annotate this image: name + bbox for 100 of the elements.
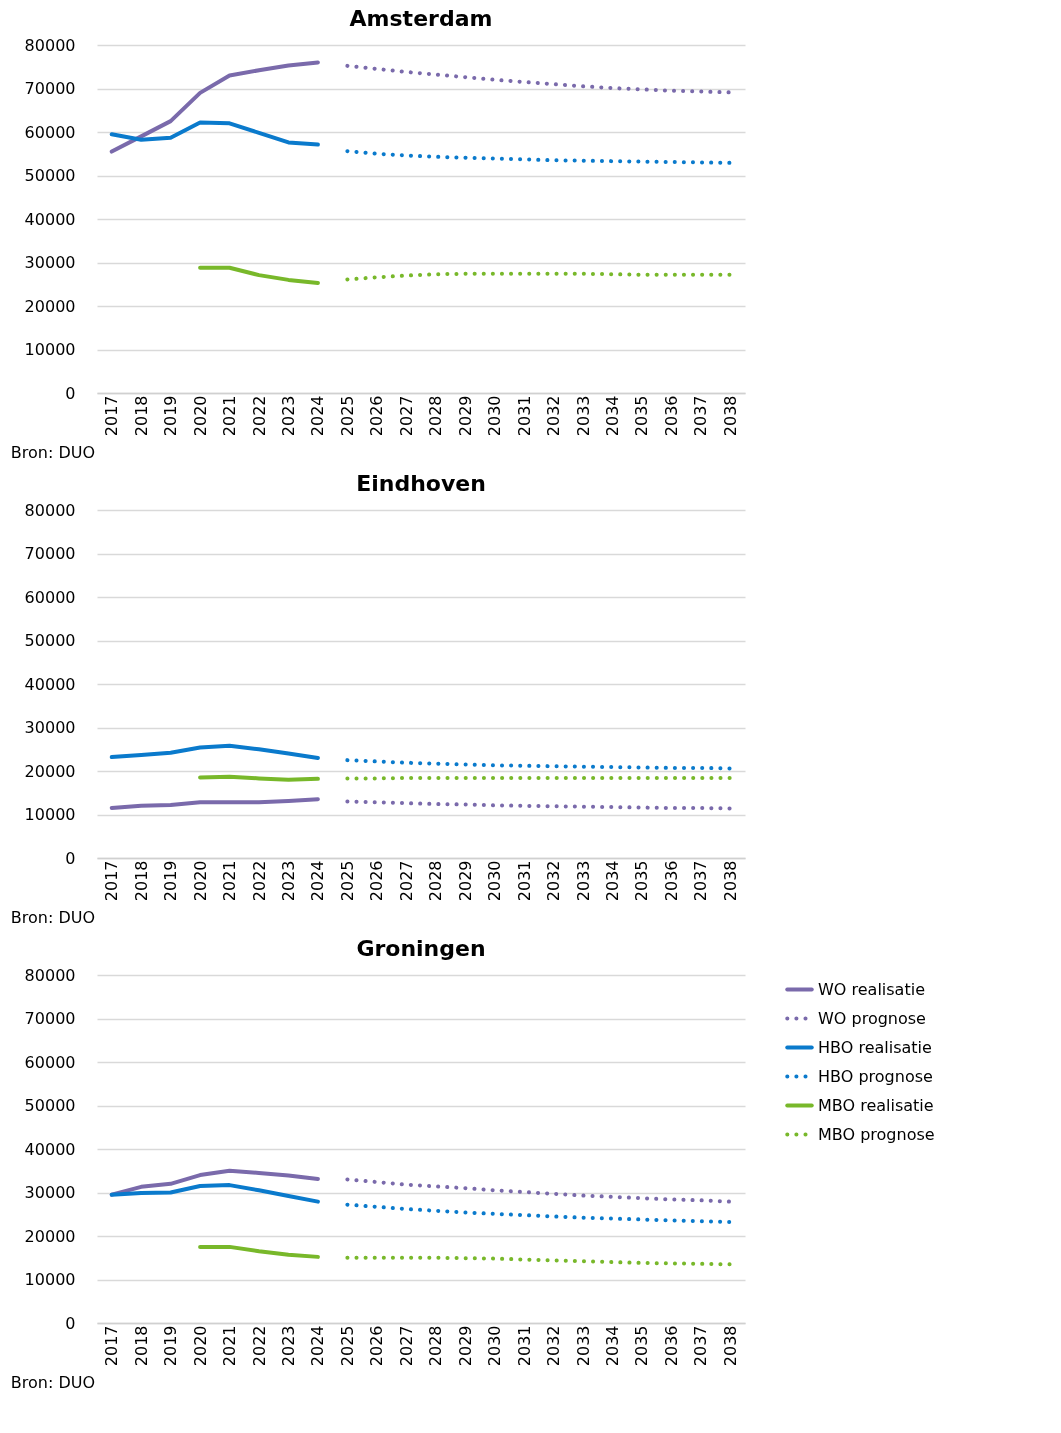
chart-title: Groningen xyxy=(356,936,486,961)
x-tick-label: 2032 xyxy=(544,395,564,437)
y-tick-label: 10000 xyxy=(24,805,76,824)
y-tick-label: 20000 xyxy=(24,1226,76,1246)
line-series xyxy=(345,63,733,95)
legend-label: HBO prognose xyxy=(818,1066,933,1086)
y-tick-label: 10000 xyxy=(24,1270,76,1289)
x-tick-label: 2032 xyxy=(544,860,564,902)
x-tick-label: 2035 xyxy=(632,395,652,437)
x-tick-label: 2030 xyxy=(485,395,505,437)
line-series xyxy=(345,758,733,771)
x-tick-label: 2018 xyxy=(131,1325,151,1367)
y-tick-label: 40000 xyxy=(24,674,76,694)
x-tick-label: 2031 xyxy=(514,395,534,437)
x-tick-label: 2037 xyxy=(691,860,711,902)
y-tick-label: 60000 xyxy=(24,1052,76,1072)
x-tick-label: 2027 xyxy=(396,860,416,902)
x-tick-label: 2019 xyxy=(161,860,181,902)
x-tick-label: 2036 xyxy=(661,860,681,902)
legend-label: WO prognose xyxy=(818,1008,926,1028)
y-tick-label: 20000 xyxy=(24,296,76,316)
x-tick-label: 2019 xyxy=(161,395,181,437)
x-tick-label: 2035 xyxy=(632,860,652,902)
x-tick-label: 2021 xyxy=(220,860,240,902)
x-tick-label: 2022 xyxy=(249,860,269,902)
x-tick-label: 2017 xyxy=(102,860,122,902)
x-tick-label: 2034 xyxy=(602,860,622,902)
legend-label: WO realisatie xyxy=(818,979,925,999)
chart-title: Amsterdam xyxy=(349,6,493,31)
x-tick-label: 2022 xyxy=(249,1325,269,1367)
x-tick-label: 2026 xyxy=(367,1325,387,1367)
y-tick-label: 70000 xyxy=(24,1009,76,1028)
x-tick-label: 2038 xyxy=(720,860,740,902)
x-tick-label: 2038 xyxy=(720,395,740,437)
y-tick-label: 0 xyxy=(65,848,76,868)
y-tick-label: 80000 xyxy=(24,35,76,55)
x-tick-label: 2029 xyxy=(455,395,475,437)
x-tick-label: 2024 xyxy=(308,860,328,902)
x-tick-label: 2030 xyxy=(485,860,505,902)
text: Bron: DUO xyxy=(10,443,95,462)
y-tick-label: 40000 xyxy=(24,209,76,229)
x-tick-label: 2032 xyxy=(544,1325,564,1367)
legend-label: MBO realisatie xyxy=(818,1095,934,1115)
x-tick-label: 2030 xyxy=(485,1325,505,1367)
x-tick-label: 2026 xyxy=(367,395,387,437)
y-tick-label: 80000 xyxy=(24,500,76,520)
line-series xyxy=(345,1255,733,1267)
chart-title: Eindhoven xyxy=(356,471,486,496)
line-series xyxy=(345,1177,733,1204)
x-tick-label: 2033 xyxy=(573,860,593,902)
x-tick-label: 2027 xyxy=(396,395,416,437)
x-tick-label: 2022 xyxy=(249,395,269,437)
x-tick-label: 2019 xyxy=(161,1325,181,1367)
x-tick-label: 2028 xyxy=(426,395,446,437)
x-tick-label: 2017 xyxy=(102,395,122,437)
y-tick-label: 40000 xyxy=(24,1139,76,1159)
line-series xyxy=(109,743,320,760)
x-tick-label: 2020 xyxy=(190,395,210,437)
x-tick-label: 2018 xyxy=(131,860,151,902)
x-tick-label: 2026 xyxy=(367,860,387,902)
line-series xyxy=(198,1244,320,1259)
y-tick-label: 70000 xyxy=(24,544,76,563)
line-series xyxy=(198,265,320,285)
x-tick-label: 2036 xyxy=(661,1325,681,1367)
line-series xyxy=(345,149,733,165)
x-tick-label: 2023 xyxy=(278,1325,298,1367)
line-series xyxy=(109,1183,320,1204)
x-tick-label: 2021 xyxy=(220,395,240,437)
x-tick-label: 2029 xyxy=(455,1325,475,1367)
x-tick-label: 2023 xyxy=(278,395,298,437)
x-tick-label: 2025 xyxy=(337,860,357,902)
y-tick-label: 50000 xyxy=(24,1096,76,1115)
x-tick-label: 2018 xyxy=(131,395,151,437)
y-tick-label: 30000 xyxy=(24,718,76,737)
y-tick-label: 0 xyxy=(65,383,76,403)
x-tick-label: 2034 xyxy=(602,395,622,437)
line-series xyxy=(345,1202,733,1225)
x-tick-label: 2028 xyxy=(426,860,446,902)
x-tick-label: 2025 xyxy=(337,395,357,437)
y-tick-label: 50000 xyxy=(24,166,76,185)
legend-label: MBO prognose xyxy=(818,1124,935,1144)
y-tick-label: 30000 xyxy=(24,253,76,272)
legend-label: HBO realisatie xyxy=(818,1037,932,1057)
x-tick-label: 2021 xyxy=(220,1325,240,1367)
x-tick-label: 2031 xyxy=(514,860,534,902)
line-series xyxy=(345,799,733,811)
y-tick-label: 20000 xyxy=(24,761,76,781)
x-tick-label: 2033 xyxy=(573,395,593,437)
x-tick-label: 2024 xyxy=(308,1325,328,1367)
y-tick-label: 80000 xyxy=(24,965,76,985)
y-tick-label: 60000 xyxy=(24,587,76,607)
line-series xyxy=(109,797,320,810)
x-tick-label: 2020 xyxy=(190,860,210,902)
x-tick-label: 2024 xyxy=(308,395,328,437)
x-tick-label: 2033 xyxy=(573,1325,593,1367)
x-tick-label: 2027 xyxy=(396,1325,416,1367)
x-tick-label: 2037 xyxy=(691,395,711,437)
x-tick-label: 2034 xyxy=(602,1325,622,1367)
y-tick-label: 30000 xyxy=(24,1183,76,1202)
x-tick-label: 2035 xyxy=(632,1325,652,1367)
